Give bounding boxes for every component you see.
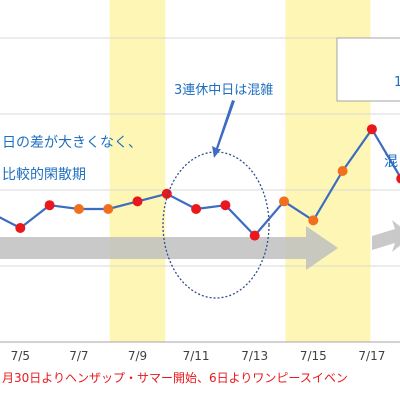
series-line bbox=[0, 128, 400, 237]
data-point-7/17 bbox=[366, 124, 377, 135]
data-point-7/7 bbox=[73, 204, 84, 214]
highlight-band-0 bbox=[109, 0, 166, 342]
legend-box bbox=[336, 37, 400, 102]
data-point-7/10 bbox=[161, 188, 172, 199]
grid-lines bbox=[0, 37, 400, 343]
tick-label-2: 7/9 bbox=[128, 349, 147, 363]
annotation-left-line1: 日の差が大きくなく、 bbox=[2, 135, 142, 151]
data-point-7/8 bbox=[103, 204, 114, 214]
data-point-7/12 bbox=[220, 200, 231, 211]
data-point-7/5 bbox=[15, 223, 26, 233]
callout-arrow bbox=[212, 100, 235, 158]
annotation-right-cut: 混 bbox=[384, 154, 398, 170]
x-axis-ticks: 7/57/77/97/117/137/157/177/197/217/237/2 bbox=[11, 349, 386, 363]
tick-label-5: 7/15 bbox=[300, 349, 327, 363]
tick-label-3: 7/11 bbox=[183, 349, 210, 363]
data-point-7/18 bbox=[396, 173, 400, 184]
footer-note: 月30日よりヘンザップ・サマー開始、6日よりワンピースイベン bbox=[2, 371, 348, 385]
data-point-7/6 bbox=[44, 200, 55, 211]
legend-box-text: 1 bbox=[394, 75, 400, 90]
tick-label-4: 7/13 bbox=[241, 349, 268, 363]
tick-label-1: 7/7 bbox=[69, 349, 88, 363]
annotation-congested: 3連休中日は混雑 bbox=[174, 82, 273, 98]
data-point-7/14 bbox=[279, 196, 289, 207]
tick-label-0: 7/5 bbox=[11, 349, 30, 363]
trend-arrow-right bbox=[372, 220, 400, 252]
tick-label-6: 7/17 bbox=[358, 349, 385, 363]
series-path bbox=[0, 128, 400, 237]
data-point-7/9 bbox=[132, 196, 143, 207]
annotation-left-line2: 比較的閑散期 bbox=[2, 167, 86, 183]
data-point-7/11 bbox=[191, 204, 202, 214]
data-point-7/16 bbox=[337, 166, 348, 176]
data-point-7/13 bbox=[249, 230, 260, 241]
congestion-ellipse bbox=[162, 151, 270, 299]
data-point-7/15 bbox=[308, 215, 319, 226]
data-points bbox=[15, 124, 400, 241]
